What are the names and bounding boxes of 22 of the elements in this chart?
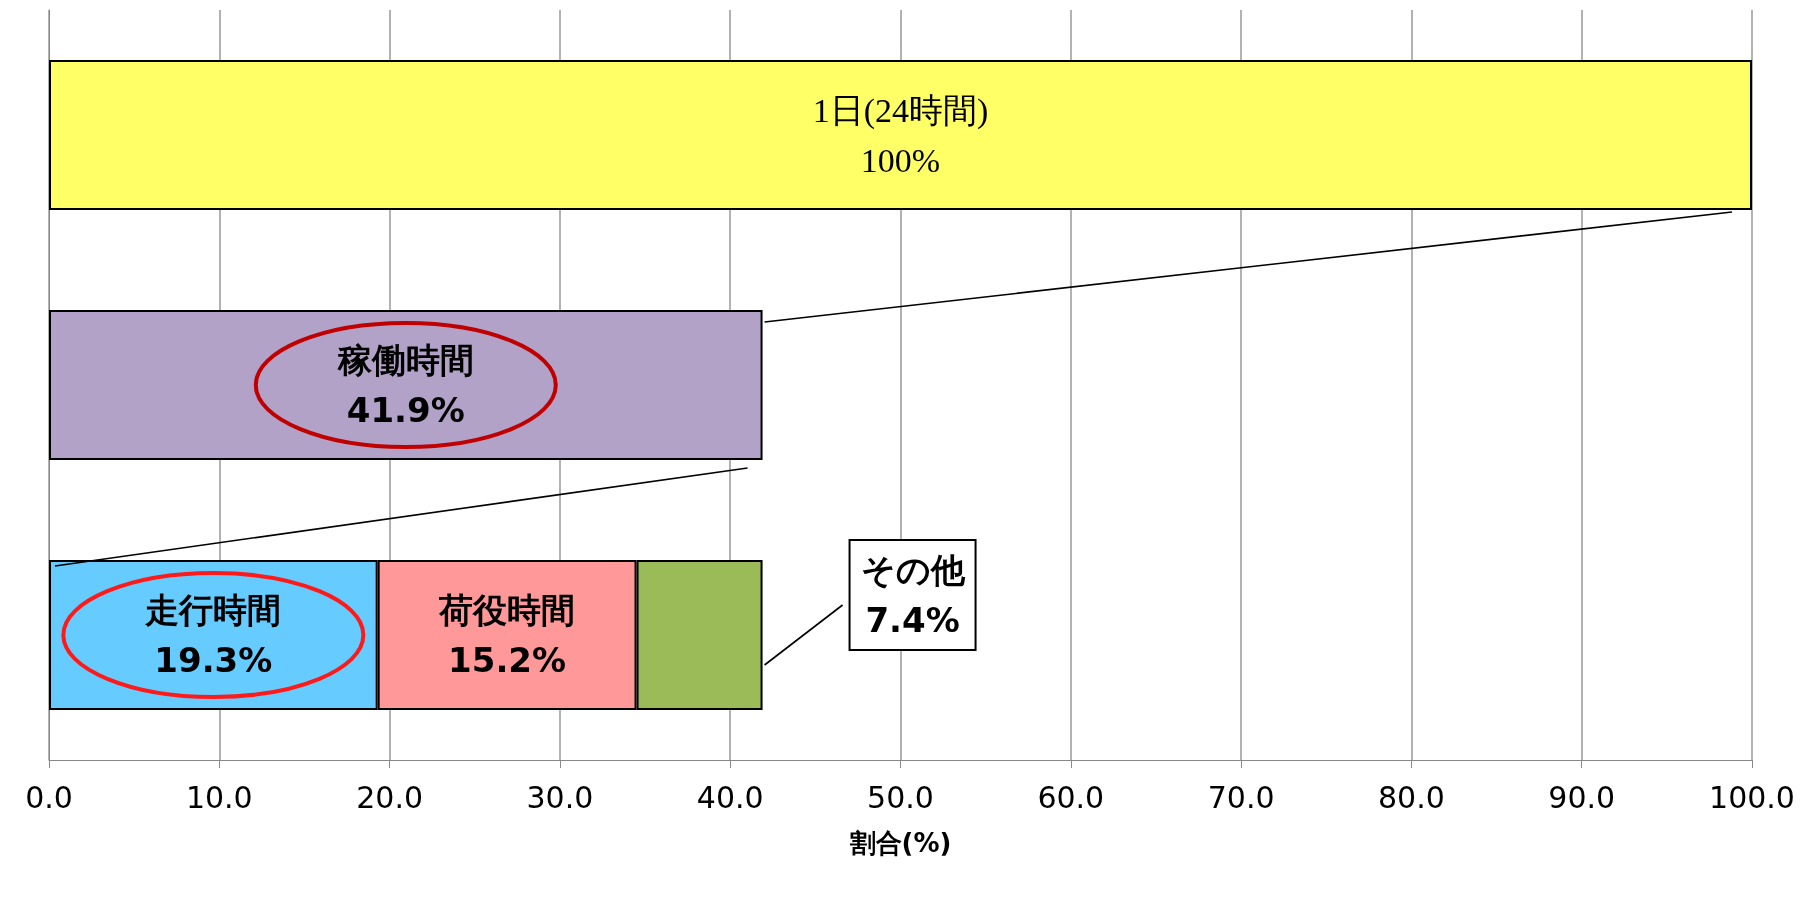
x-tick-label: 90.0 [1548,779,1616,815]
series-label: 走行時間 [144,590,282,630]
x-tick-label: 20.0 [356,779,423,815]
data-label: 15.2% [448,640,567,680]
x-axis-title: 割合(%) [848,828,952,858]
series-label: 稼働時間 [336,340,474,380]
x-tick-label: 10.0 [185,779,253,815]
text: その他 [860,550,966,590]
series-label: 荷役時間 [438,590,576,630]
data-label: 7.4% [865,600,960,640]
x-tick-label: 80.0 [1378,779,1445,815]
x-tick-label: 0.0 [25,779,73,815]
series-label: 1日(24時間) [812,91,989,130]
x-tick-label: 100.0 [1709,779,1795,815]
x-tick-label: 50.0 [867,779,934,815]
data-label: 41.9% [346,390,465,430]
x-tick-label: 40.0 [696,779,764,815]
x-tick-label: 30.0 [526,779,594,815]
x-tick-label: 70.0 [1207,779,1275,815]
data-label: 100% [860,141,941,179]
x-tick-label: 60.0 [1037,779,1105,815]
data-label: 19.3% [154,640,273,680]
